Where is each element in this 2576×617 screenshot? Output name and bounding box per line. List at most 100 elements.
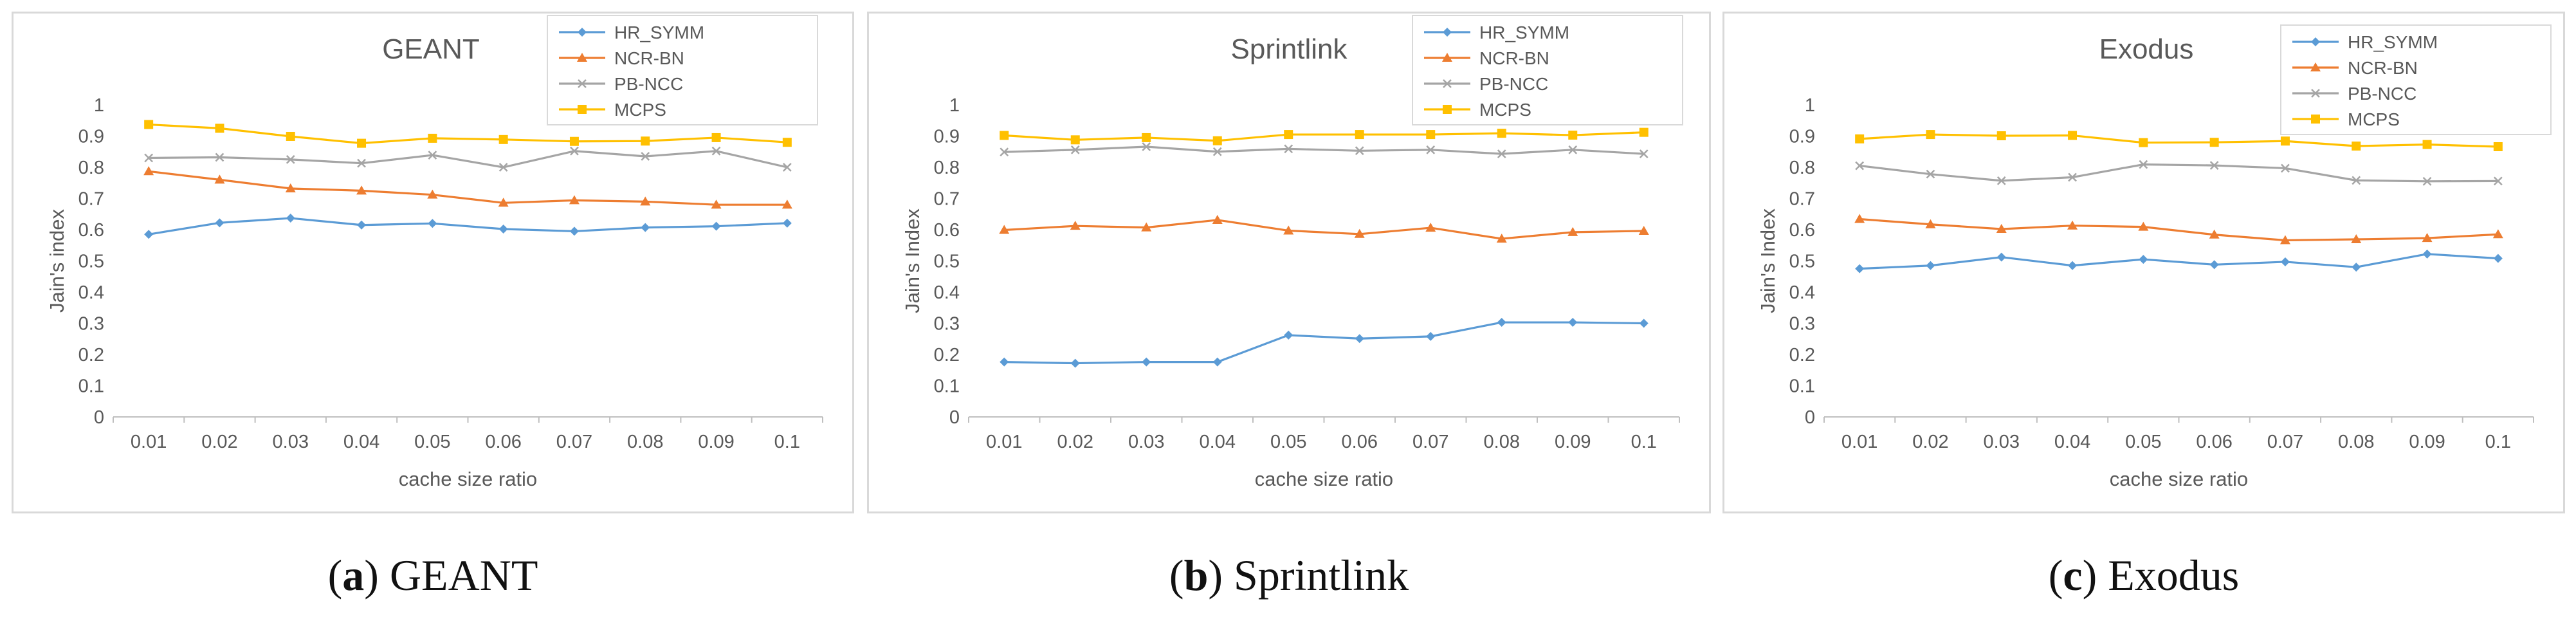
legend-marker bbox=[578, 79, 587, 88]
y-tick-label: 0.3 bbox=[934, 314, 960, 335]
data-point-hr-symm bbox=[286, 214, 295, 223]
x-tick-label: 0.04 bbox=[2054, 432, 2090, 452]
data-point-mcps bbox=[1996, 131, 2006, 141]
legend-item-hr-symm: HR_SYMM bbox=[559, 23, 704, 42]
x-tick-label: 0.06 bbox=[485, 432, 521, 452]
data-point-hr-symm bbox=[2068, 261, 2078, 270]
data-point-pb-ncc bbox=[1639, 149, 1649, 159]
y-tick-label: 0 bbox=[94, 407, 104, 428]
chart-svg: Sprintlink 0 0.1 0.2 0.3 0.4 0.5 0.6 0.7 0.8 0.9 1 0… bbox=[901, 15, 1683, 490]
x-tick-label: 0.05 bbox=[2125, 432, 2161, 452]
y-axis-label: Jain's index bbox=[46, 208, 68, 313]
legend-marker bbox=[1443, 105, 1452, 114]
series-line-pb-ncc bbox=[149, 150, 788, 169]
data-point-hr-symm bbox=[1996, 252, 2006, 262]
legend-item-pb-ncc: PB-NCC bbox=[1424, 74, 1548, 94]
y-tick-label: 0.9 bbox=[934, 127, 960, 147]
legend-marker bbox=[2311, 37, 2320, 46]
data-point-hr-symm bbox=[1426, 331, 1436, 341]
legend-marker bbox=[2311, 115, 2320, 124]
data-point-mcps bbox=[1568, 131, 1578, 140]
series-line-ncr-bn bbox=[148, 170, 787, 206]
x-axis-label: cache size ratio bbox=[399, 468, 537, 490]
data-point-ncr-bn bbox=[711, 199, 722, 209]
series-mcps bbox=[1855, 130, 2503, 151]
y-tick-label: 0.1 bbox=[934, 376, 960, 397]
legend-label: PB-NCC bbox=[2348, 84, 2416, 104]
x-tick-label: 0.1 bbox=[774, 432, 800, 452]
y-tick-label: 0.7 bbox=[78, 189, 104, 210]
data-point-pb-ncc bbox=[1212, 147, 1222, 156]
data-point-pb-ncc bbox=[1284, 144, 1293, 154]
legend-item-hr-symm: HR_SYMM bbox=[1424, 23, 1569, 42]
chart-panel-sprintlink: Sprintlink 0 0.1 0.2 0.3 0.4 0.5 0.6 0.7 0.8 0.9 1 0… bbox=[867, 12, 1711, 513]
data-point-mcps bbox=[2280, 136, 2290, 146]
legend-item-ncr-bn: NCR-BN bbox=[2292, 58, 2418, 78]
series-ncr-bn bbox=[999, 214, 1649, 243]
data-point-hr-symm bbox=[2209, 260, 2219, 270]
data-point-ncr-bn bbox=[1425, 223, 1436, 232]
y-tick-label: 0.2 bbox=[934, 345, 960, 365]
data-point-ncr-bn bbox=[2492, 229, 2503, 239]
legend-label: PB-NCC bbox=[1479, 74, 1548, 94]
data-point-hr-symm bbox=[498, 225, 508, 234]
data-point-mcps bbox=[1212, 136, 1222, 145]
y-tick-label: 0.9 bbox=[1789, 127, 1815, 147]
data-point-pb-ncc bbox=[1142, 142, 1151, 151]
data-point-pb-ncc bbox=[2281, 163, 2290, 173]
series-pb-ncc bbox=[144, 146, 792, 172]
x-tick-label: 0.02 bbox=[201, 432, 237, 452]
y-tick-label: 0.8 bbox=[78, 158, 104, 178]
data-point-hr-symm bbox=[1497, 318, 1506, 327]
data-point-ncr-bn bbox=[1925, 219, 1936, 228]
data-point-ncr-bn bbox=[2209, 229, 2220, 239]
legend-item-mcps: MCPS bbox=[1424, 100, 1531, 120]
series-line-ncr-bn bbox=[1004, 219, 1644, 240]
series-line-ncr-bn bbox=[1859, 217, 2498, 242]
data-point-pb-ncc bbox=[1996, 176, 2006, 185]
data-point-hr-symm bbox=[2352, 262, 2361, 272]
series-ncr-bn bbox=[143, 166, 792, 209]
legend-label: MCPS bbox=[2348, 109, 2400, 129]
series-hr-symm bbox=[1855, 249, 2503, 273]
data-point-pb-ncc bbox=[1355, 146, 1364, 156]
data-point-pb-ncc bbox=[1070, 145, 1080, 154]
legend-label: PB-NCC bbox=[614, 74, 683, 94]
y-tick-label: 0.4 bbox=[934, 282, 960, 303]
data-point-mcps bbox=[286, 131, 295, 141]
x-tick-label: 0.05 bbox=[1270, 432, 1306, 452]
data-point-pb-ncc bbox=[1497, 149, 1506, 159]
series-line-pb-ncc bbox=[1859, 163, 2498, 183]
x-tick-label: 0.09 bbox=[698, 432, 734, 452]
x-tick-label: 0.03 bbox=[1984, 432, 2020, 452]
data-point-pb-ncc bbox=[711, 146, 721, 156]
data-point-mcps bbox=[1426, 130, 1436, 140]
legend-label: HR_SYMM bbox=[2348, 32, 2438, 52]
data-point-ncr-bn bbox=[2422, 233, 2433, 243]
data-point-pb-ncc bbox=[215, 152, 224, 162]
data-point-mcps bbox=[2422, 140, 2432, 149]
data-point-hr-symm bbox=[782, 218, 792, 228]
x-tick-label: 0.1 bbox=[2485, 432, 2511, 452]
legend-box bbox=[547, 15, 818, 125]
data-point-pb-ncc bbox=[641, 152, 650, 161]
data-point-mcps bbox=[357, 138, 367, 148]
y-tick-label: 0.2 bbox=[1789, 345, 1815, 365]
x-tick-label: 0.07 bbox=[556, 432, 592, 452]
x-tick-label: 0.06 bbox=[1342, 432, 1378, 452]
data-point-ncr-bn bbox=[1212, 214, 1223, 224]
data-point-hr-symm bbox=[1926, 261, 1935, 270]
y-tick-label: 0.1 bbox=[78, 376, 104, 397]
y-tick-label: 1 bbox=[949, 95, 960, 116]
data-point-hr-symm bbox=[1142, 357, 1151, 367]
data-point-pb-ncc bbox=[782, 163, 792, 172]
data-point-ncr-bn bbox=[1567, 226, 1578, 236]
data-point-mcps bbox=[1070, 135, 1080, 145]
data-point-mcps bbox=[711, 133, 721, 142]
data-point-ncr-bn bbox=[214, 174, 225, 184]
data-point-pb-ncc bbox=[144, 153, 154, 163]
y-tick-label: 0.6 bbox=[1789, 220, 1815, 241]
data-point-hr-symm bbox=[1284, 330, 1293, 340]
y-tick-label: 0.8 bbox=[1789, 158, 1815, 178]
x-tick-label: 0.09 bbox=[2409, 432, 2445, 452]
